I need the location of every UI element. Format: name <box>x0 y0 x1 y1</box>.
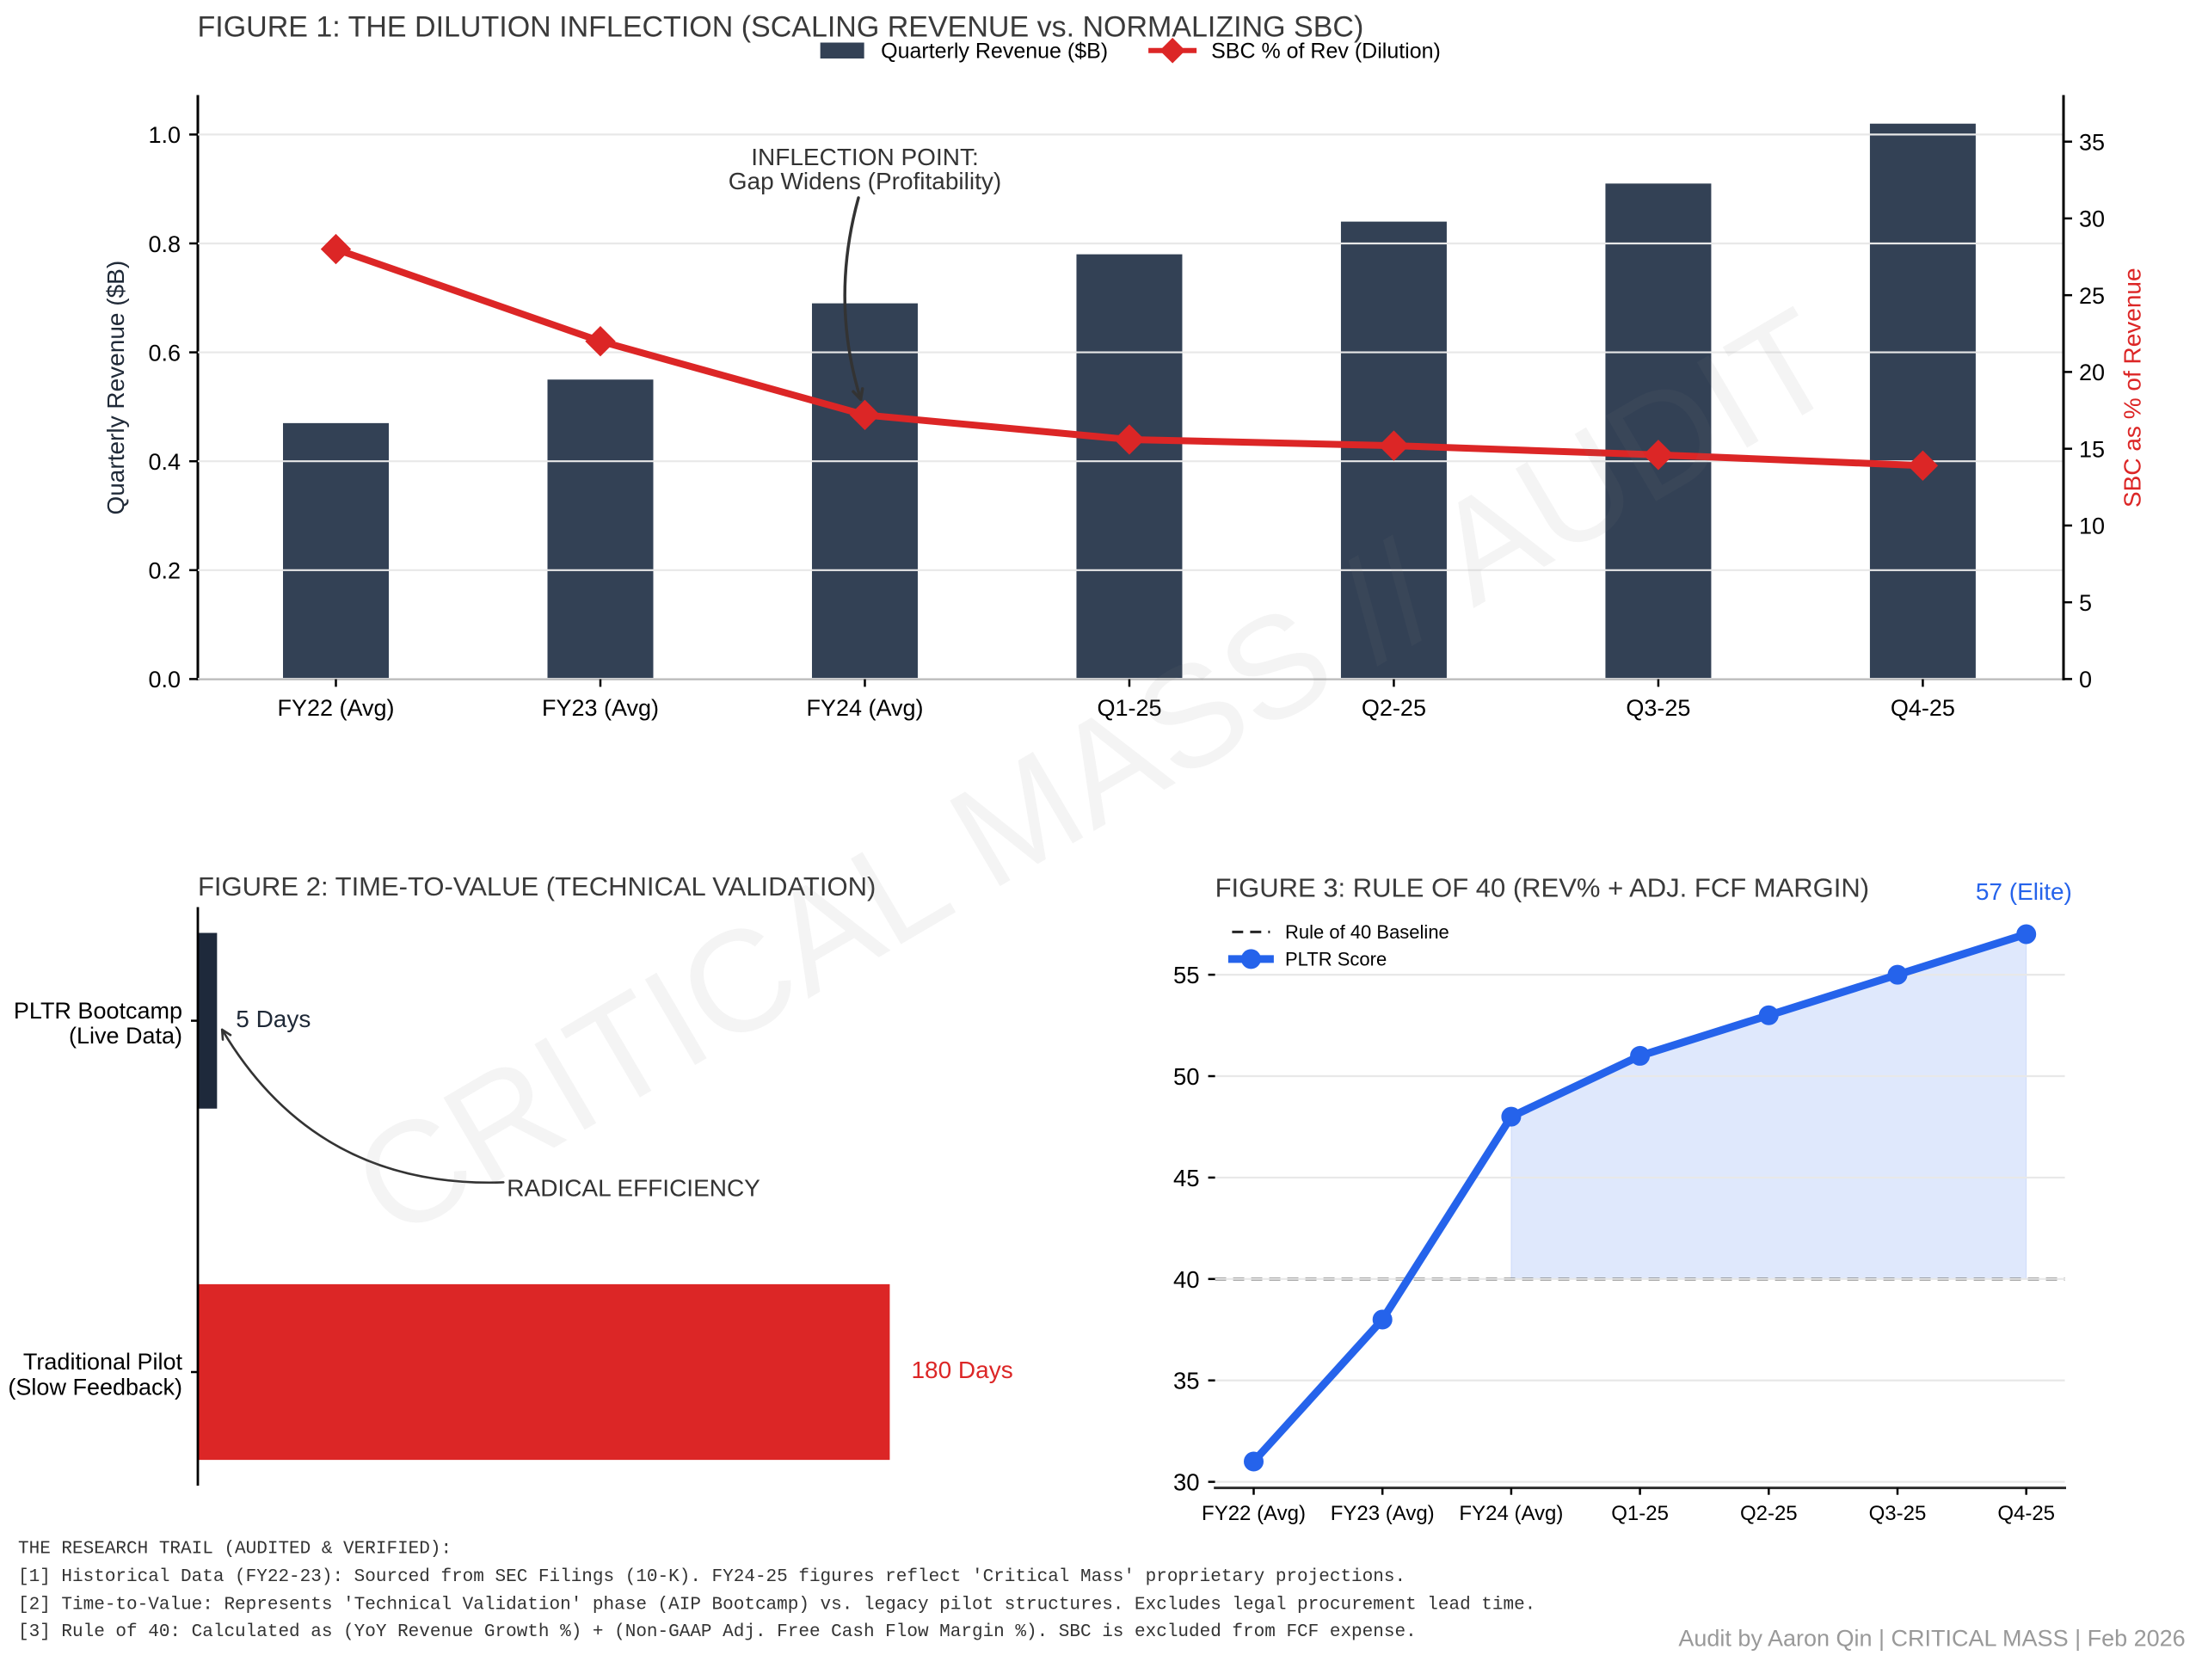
svg-text:57 (Elite): 57 (Elite) <box>1976 878 2072 905</box>
svg-text:25: 25 <box>2079 283 2105 309</box>
svg-text:[3] Rule of 40: Calculated as: [3] Rule of 40: Calculated as (YoY Reven… <box>18 1622 1417 1642</box>
svg-text:RADICAL EFFICIENCY: RADICAL EFFICIENCY <box>507 1175 760 1202</box>
svg-text:15: 15 <box>2079 436 2105 462</box>
svg-text:Q1-25: Q1-25 <box>1611 1502 1669 1525</box>
svg-text:45: 45 <box>1173 1165 1200 1191</box>
svg-text:FY24 (Avg): FY24 (Avg) <box>1459 1502 1563 1525</box>
svg-text:Q4-25: Q4-25 <box>1997 1502 2055 1525</box>
svg-text:FY23 (Avg): FY23 (Avg) <box>542 695 659 721</box>
svg-text:Q1-25: Q1-25 <box>1097 695 1161 721</box>
svg-text:Traditional Pilot: Traditional Pilot <box>23 1349 183 1375</box>
svg-text:Q4-25: Q4-25 <box>1891 695 1955 721</box>
svg-text:[2] Time-to-Value: Represents: [2] Time-to-Value: Represents 'Technical… <box>18 1596 1535 1615</box>
svg-text:FIGURE 2: TIME-TO-VALUE (TECHN: FIGURE 2: TIME-TO-VALUE (TECHNICAL VALID… <box>198 871 876 902</box>
svg-text:40: 40 <box>1173 1266 1200 1293</box>
svg-text:Gap Widens (Profitability): Gap Widens (Profitability) <box>729 168 1001 194</box>
svg-text:(Slow Feedback): (Slow Feedback) <box>8 1374 182 1400</box>
svg-text:30: 30 <box>1173 1469 1200 1496</box>
svg-text:Q2-25: Q2-25 <box>1740 1502 1798 1525</box>
svg-text:0.6: 0.6 <box>148 340 181 366</box>
svg-text:0: 0 <box>2079 667 2092 692</box>
svg-text:FY24 (Avg): FY24 (Avg) <box>806 695 923 721</box>
svg-text:55: 55 <box>1173 962 1200 988</box>
svg-text:0.4: 0.4 <box>148 449 181 475</box>
svg-text:THE RESEARCH TRAIL (AUDITED &: THE RESEARCH TRAIL (AUDITED & VERIFIED): <box>18 1540 452 1560</box>
svg-text:Quarterly Revenue ($B): Quarterly Revenue ($B) <box>102 261 129 515</box>
svg-text:FIGURE 3: RULE OF 40 (REV% + A: FIGURE 3: RULE OF 40 (REV% + ADJ. FCF MA… <box>1215 872 1869 902</box>
svg-text:0.0: 0.0 <box>148 667 181 692</box>
svg-text:FY23 (Avg): FY23 (Avg) <box>1331 1502 1435 1525</box>
svg-text:0.2: 0.2 <box>148 558 181 584</box>
svg-text:50: 50 <box>1173 1063 1200 1090</box>
svg-text:5: 5 <box>2079 590 2092 616</box>
svg-text:FIGURE 1: THE DILUTION INFLECT: FIGURE 1: THE DILUTION INFLECTION (SCALI… <box>198 11 1364 44</box>
svg-text:35: 35 <box>2079 129 2105 155</box>
svg-text:PLTR Score: PLTR Score <box>1285 949 1387 970</box>
svg-text:Q3-25: Q3-25 <box>1626 695 1690 721</box>
svg-text:Quarterly Revenue ($B): Quarterly Revenue ($B) <box>881 39 1108 63</box>
svg-text:1.0: 1.0 <box>148 122 181 148</box>
svg-text:SBC as % of Revenue: SBC as % of Revenue <box>2119 268 2145 508</box>
svg-text:5 Days: 5 Days <box>236 1006 311 1032</box>
svg-text:35: 35 <box>1173 1368 1200 1394</box>
svg-text:[1] Historical Data (FY22-23):: [1] Historical Data (FY22-23): Sourced f… <box>18 1567 1405 1587</box>
svg-text:Audit by Aaron Qin | CRITICAL: Audit by Aaron Qin | CRITICAL MASS | Feb… <box>1678 1626 2185 1652</box>
svg-text:180 Days: 180 Days <box>911 1357 1012 1383</box>
svg-text:10: 10 <box>2079 514 2105 539</box>
svg-text:FY22 (Avg): FY22 (Avg) <box>1202 1502 1306 1525</box>
svg-text:20: 20 <box>2079 360 2105 385</box>
svg-text:FY22 (Avg): FY22 (Avg) <box>277 695 394 721</box>
svg-text:(Live Data): (Live Data) <box>69 1023 182 1049</box>
svg-text:PLTR Bootcamp: PLTR Bootcamp <box>14 998 182 1024</box>
svg-text:30: 30 <box>2079 206 2105 232</box>
svg-text:SBC % of Rev (Dilution): SBC % of Rev (Dilution) <box>1211 39 1441 63</box>
svg-text:Rule of 40 Baseline: Rule of 40 Baseline <box>1285 921 1449 943</box>
svg-text:Q3-25: Q3-25 <box>1869 1502 1927 1525</box>
svg-text:Q2-25: Q2-25 <box>1362 695 1426 721</box>
svg-text:INFLECTION POINT:: INFLECTION POINT: <box>751 144 978 170</box>
svg-text:0.8: 0.8 <box>148 231 181 257</box>
